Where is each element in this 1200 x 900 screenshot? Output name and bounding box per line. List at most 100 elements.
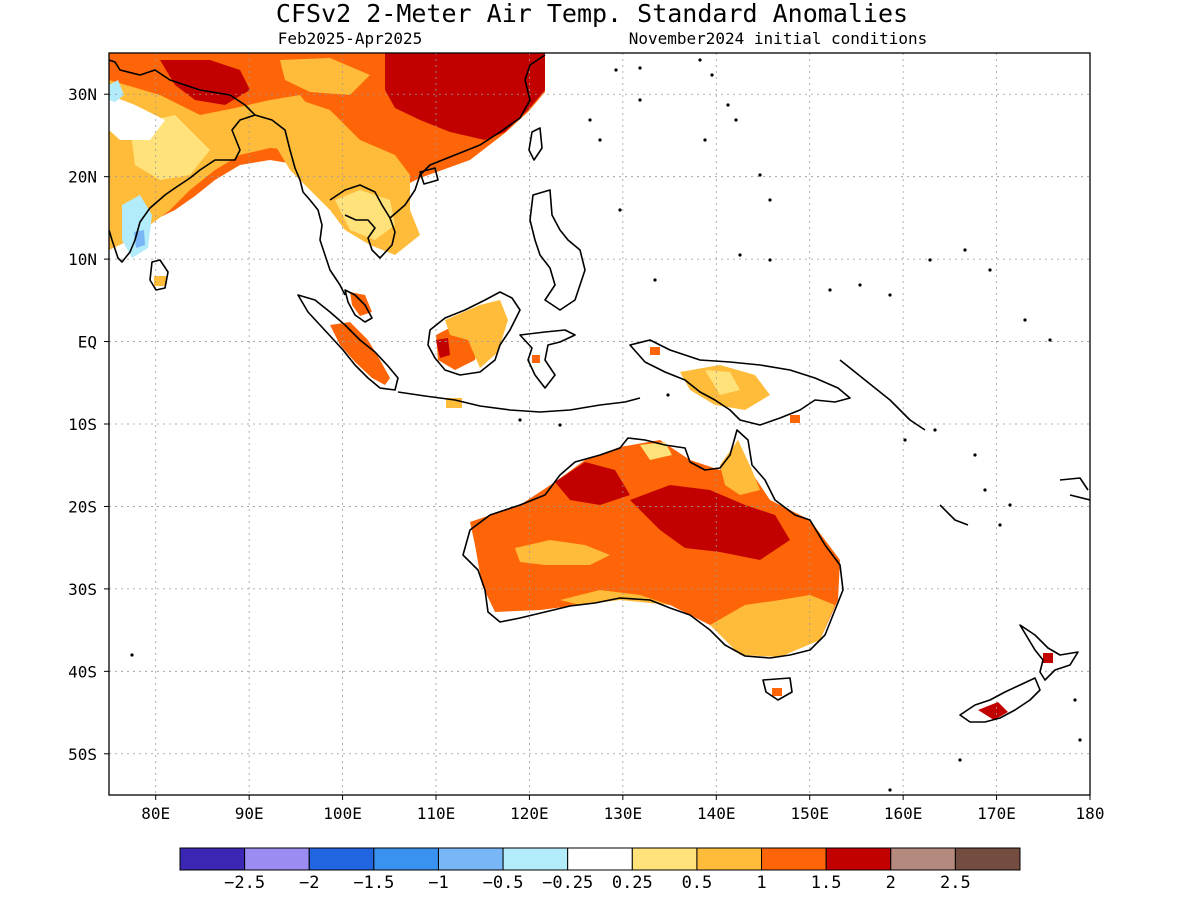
colorbar-swatch <box>373 847 439 871</box>
coast-borneo <box>427 291 521 376</box>
islet-dot <box>734 118 738 122</box>
colorbar-label: 0.5 <box>682 873 713 893</box>
islet-dot <box>638 98 642 102</box>
coast-australia <box>462 429 844 659</box>
anomaly-australia-yellow-top <box>640 442 672 460</box>
colorbar-swatch <box>567 847 633 871</box>
islet-dot <box>983 488 987 492</box>
islet-dot <box>518 418 522 422</box>
colorbar-label: −0.5 <box>483 873 524 893</box>
anomaly-tasmania <box>772 688 782 696</box>
islet-dot <box>1048 338 1052 342</box>
anomaly-tibet-darkred <box>160 60 250 105</box>
colorbar-swatch <box>179 847 246 871</box>
coast-newguinea <box>629 339 851 426</box>
colorbar-swatch <box>437 847 504 871</box>
islet-dot <box>710 73 714 77</box>
islet-dot <box>598 138 602 142</box>
islet-dot <box>703 138 707 142</box>
colorbar-legend: −2.5 −2 −1.5 −1 −0.5 −0.25 0.25 0.5 1 1.5 2 2.5 <box>179 847 1021 893</box>
colorbar-swatch <box>761 847 827 871</box>
islet-dot <box>738 253 742 257</box>
anomaly-china-darkred <box>385 53 545 140</box>
islet-dot <box>666 393 670 397</box>
colorbar-swatch <box>308 847 375 871</box>
islet-dot <box>888 293 892 297</box>
lat-tick-label: 10N <box>68 250 97 269</box>
islet-dot <box>558 423 562 427</box>
lon-tick-label: 120E <box>510 804 549 823</box>
anomaly-malaya-orange <box>350 292 372 316</box>
lat-tick-label: 20S <box>68 497 97 516</box>
islet-dot <box>963 248 967 252</box>
anomaly-shading <box>109 53 1053 720</box>
colorbar-label: 0.25 <box>612 873 653 893</box>
lon-tick-label: 110E <box>417 804 456 823</box>
colorbar-label: −2.5 <box>224 873 265 893</box>
islet-dot <box>1078 738 1082 742</box>
coast-solomons <box>839 359 926 431</box>
forecast-period: Feb2025-Apr2025 <box>278 29 423 48</box>
colorbar-label: 2 <box>886 873 896 893</box>
lat-tick-label: EQ <box>78 333 97 352</box>
anomaly-newguinea-west <box>650 347 660 355</box>
islet-dot <box>758 173 762 177</box>
islet-dot <box>698 58 702 62</box>
colorbar-label: 1 <box>756 873 766 893</box>
anomaly-borneo-lightorange <box>445 300 508 368</box>
colorbar-swatch <box>244 847 310 871</box>
lon-tick-label: 90E <box>235 804 264 823</box>
anomaly-sulawesi <box>532 355 540 363</box>
coast-malaya <box>344 289 373 323</box>
coast-philippines <box>529 189 586 311</box>
anomaly-australia-lightorange-south <box>560 590 670 605</box>
anomaly-nz-north-darkred <box>1043 653 1053 663</box>
coast-nz-south <box>959 677 1041 723</box>
islet-dot <box>998 523 1002 527</box>
colorbar-label: −1 <box>428 873 448 893</box>
coast-hainan <box>419 167 439 185</box>
anomaly-india-cyan-north <box>109 80 124 102</box>
islet-dot <box>888 788 892 792</box>
colorbar-swatch <box>696 847 763 871</box>
islet-dot <box>858 283 862 287</box>
islet-dot <box>1008 503 1012 507</box>
longitude-tick-labels: 80E 90E 100E 110E 120E 130E 140E 150E 160E 170E 18… <box>141 795 1104 823</box>
colorbar-label: −1.5 <box>353 873 394 893</box>
latitude-tick-labels: 30N 20N 10N EQ 10S 20S 30S 40S 50S <box>68 85 109 764</box>
anomaly-australia-lightorange-mid <box>515 540 610 565</box>
anomaly-india-white <box>109 95 165 140</box>
anomaly-java-lightorange <box>446 398 462 408</box>
figure-title: CFSv2 2-Meter Air Temp. Standard Anomali… <box>276 0 908 28</box>
islet-dot <box>768 198 772 202</box>
coast-srilanka <box>149 259 169 291</box>
anomaly-australia-darkred-central <box>630 485 790 560</box>
islet-dot <box>618 208 622 212</box>
islet-dot <box>933 428 937 432</box>
islet-dot <box>638 66 642 70</box>
initial-conditions-label: November2024 initial conditions <box>629 29 928 48</box>
colorbar-swatch <box>631 847 698 871</box>
lat-tick-label: 30S <box>68 580 97 599</box>
islet-dot <box>726 103 730 107</box>
map-gridlines <box>109 53 1090 795</box>
lon-tick-label: 100E <box>323 804 362 823</box>
lon-tick-label: 160E <box>884 804 923 823</box>
lon-tick-label: 80E <box>141 804 170 823</box>
anomaly-nz-south-darkred <box>978 702 1008 720</box>
coast-sumatra <box>297 294 399 391</box>
anomaly-australia-darkred-north <box>555 462 630 505</box>
anomaly-borneo-darkred <box>436 338 450 358</box>
anomaly-sumatra-orange <box>330 322 390 385</box>
anomaly-australia-orange <box>470 440 840 655</box>
islet-dot <box>973 453 977 457</box>
map-panel <box>109 53 1090 795</box>
colorbar-label: 1.5 <box>811 873 842 893</box>
lon-tick-label: 130E <box>604 804 643 823</box>
lat-tick-label: 30N <box>68 85 97 104</box>
islet-dot <box>614 68 618 72</box>
colorbar-label: −0.25 <box>542 873 593 893</box>
islet-dot <box>958 758 962 762</box>
coast-vanuatu-fiji <box>939 477 1090 526</box>
